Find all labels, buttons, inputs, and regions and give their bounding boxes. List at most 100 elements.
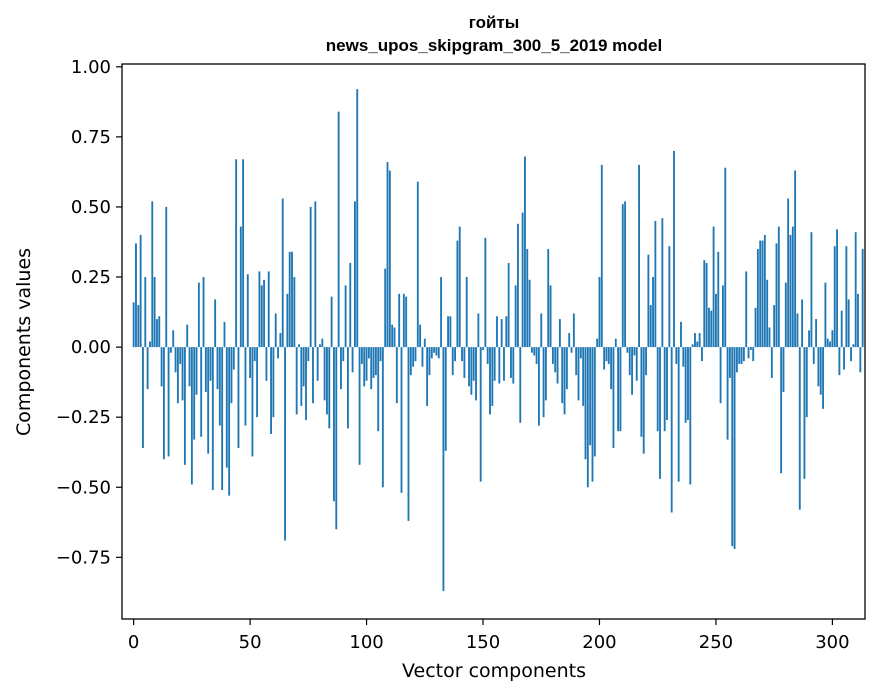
bar <box>211 347 214 491</box>
bar <box>165 206 168 348</box>
bar <box>735 347 738 373</box>
bar <box>286 293 289 348</box>
bar <box>682 347 685 367</box>
bar <box>759 240 762 348</box>
x-tick-label: 150 <box>466 632 500 653</box>
bar <box>575 347 578 376</box>
bar <box>556 347 559 384</box>
bar <box>235 159 238 348</box>
bar <box>340 347 342 390</box>
bar <box>596 338 599 348</box>
bar <box>288 251 291 348</box>
bar <box>312 347 314 404</box>
bar <box>435 347 438 356</box>
bar <box>593 347 596 457</box>
bar <box>307 347 310 362</box>
bar <box>738 347 741 364</box>
bar <box>347 347 349 429</box>
bar <box>146 347 149 390</box>
bar <box>640 347 643 437</box>
bar <box>533 347 536 356</box>
bar <box>305 347 307 420</box>
chart-title-line-1: гойты <box>469 13 520 32</box>
bar <box>398 293 401 348</box>
bar <box>582 347 585 406</box>
bar <box>498 347 501 384</box>
bar <box>468 347 470 387</box>
bar <box>717 251 720 348</box>
bar <box>169 347 172 353</box>
bar <box>216 347 219 390</box>
bar <box>400 347 403 493</box>
bar <box>405 296 408 348</box>
x-tick-label: 200 <box>582 632 616 653</box>
bar <box>661 218 664 348</box>
bar <box>496 316 498 348</box>
bar <box>279 333 282 348</box>
bar <box>265 347 268 381</box>
bar <box>423 338 426 348</box>
bar <box>298 344 300 348</box>
bar <box>591 347 594 482</box>
bar <box>654 220 657 348</box>
bar <box>647 254 650 348</box>
y-tick-label: 0.50 <box>71 197 111 218</box>
bar <box>852 344 855 348</box>
bar <box>409 347 412 376</box>
bar <box>176 347 179 404</box>
bar <box>670 347 673 513</box>
bar <box>628 347 631 376</box>
bar <box>442 347 445 591</box>
bar <box>412 347 415 367</box>
bar <box>780 347 783 474</box>
bar <box>263 279 266 348</box>
bar <box>393 327 396 348</box>
bar <box>861 249 864 348</box>
bar <box>749 347 752 350</box>
bar <box>563 347 566 415</box>
bar <box>752 347 755 362</box>
bar <box>689 347 692 485</box>
bar <box>859 347 862 373</box>
bar <box>135 243 137 348</box>
bar <box>344 285 347 348</box>
x-tick-label: 0 <box>128 632 139 653</box>
y-tick-label: 0.75 <box>71 127 111 148</box>
bar <box>642 347 645 454</box>
bar <box>503 347 505 381</box>
bar <box>237 347 240 449</box>
plot-area-frame <box>121 63 866 620</box>
bar <box>314 201 317 348</box>
bar <box>822 347 824 409</box>
bar <box>489 347 491 415</box>
bar <box>537 347 540 426</box>
bar <box>850 347 852 362</box>
bar <box>531 347 533 353</box>
bar <box>162 347 165 460</box>
bar <box>829 341 831 348</box>
bar <box>656 347 659 432</box>
bar <box>209 347 212 381</box>
bar <box>486 347 489 364</box>
bar <box>246 274 249 348</box>
bar <box>156 319 158 348</box>
bar <box>384 268 387 348</box>
bar-series <box>132 89 864 591</box>
bar <box>517 223 519 348</box>
bar <box>663 347 666 432</box>
bar <box>561 347 564 404</box>
x-tick-label: 100 <box>349 632 383 653</box>
bar <box>328 347 331 429</box>
bar <box>607 347 610 364</box>
bar <box>144 277 147 348</box>
bar <box>137 305 140 348</box>
bar <box>614 338 617 348</box>
bar <box>740 347 743 364</box>
bar <box>712 226 715 348</box>
bar <box>761 240 764 348</box>
bar <box>319 344 321 348</box>
bar <box>626 347 629 353</box>
bar <box>754 307 757 348</box>
bar <box>204 347 207 392</box>
y-tick-label: −0.50 <box>56 477 111 498</box>
